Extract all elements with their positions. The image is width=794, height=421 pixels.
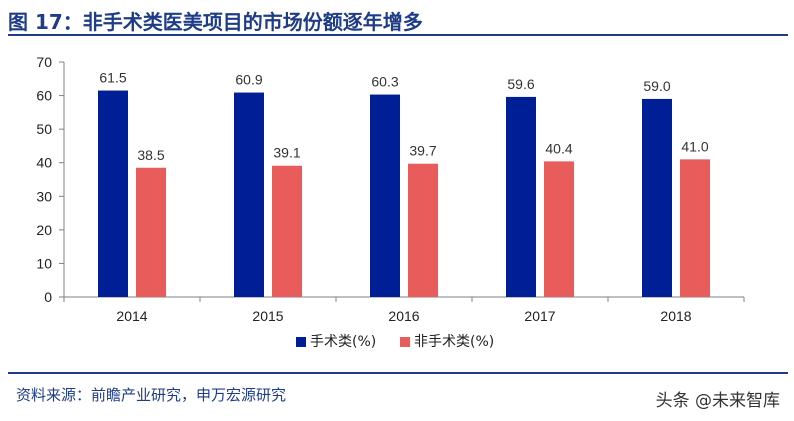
data-label: 59.6 [507,76,534,92]
data-label: 60.9 [235,72,262,88]
source-divider [8,372,788,374]
data-label: 39.7 [409,143,436,159]
y-tick-label: 70 [36,54,52,70]
y-tick-label: 40 [36,155,52,171]
source-note: 资料来源：前瞻产业研究，申万宏源研究 [16,386,287,404]
y-tick-label: 50 [36,121,52,137]
data-label: 40.4 [545,140,572,156]
data-label: 61.5 [99,70,126,86]
legend-label: 非手术类(%) [414,334,494,350]
bar-surgical [642,98,672,297]
bar-nonsurgical [408,163,438,297]
legend-swatch [296,337,306,347]
y-tick-label: 20 [36,222,52,238]
bar-surgical [506,96,536,297]
data-label: 38.5 [137,147,164,163]
legend-swatch [400,337,410,347]
bar-surgical [370,94,400,297]
bar-surgical [98,90,128,298]
data-label: 59.0 [643,78,670,94]
bar-surgical [234,92,264,297]
bar-nonsurgical [544,161,574,297]
x-tick-label: 2018 [660,308,691,324]
bar-nonsurgical [136,167,166,297]
y-tick-label: 0 [44,289,52,305]
y-tick-label: 60 [36,88,52,104]
figure-title-bar: 图 17：非手术类医美项目的市场份额逐年增多 [8,4,788,36]
y-tick-label: 30 [36,188,52,204]
bar-chart: 0 10 20 30 40 50 60 70 2014 61.5 38.5 2015 60.9 39.1 2… [36,54,745,350]
bar-nonsurgical [272,165,302,297]
bar-nonsurgical [680,159,710,297]
watermark: 头条 @未来智库 [655,391,780,411]
data-label: 41.0 [681,138,708,154]
x-tick-label: 2014 [116,308,147,324]
data-label: 60.3 [371,74,398,90]
figure-title: 图 17：非手术类医美项目的市场份额逐年增多 [8,10,423,34]
x-tick-label: 2016 [388,308,419,324]
x-tick-label: 2017 [524,308,555,324]
legend-label: 手术类(%) [310,334,376,350]
x-tick-label: 2015 [252,308,283,324]
y-tick-label: 10 [36,255,52,271]
data-label: 39.1 [273,145,300,161]
